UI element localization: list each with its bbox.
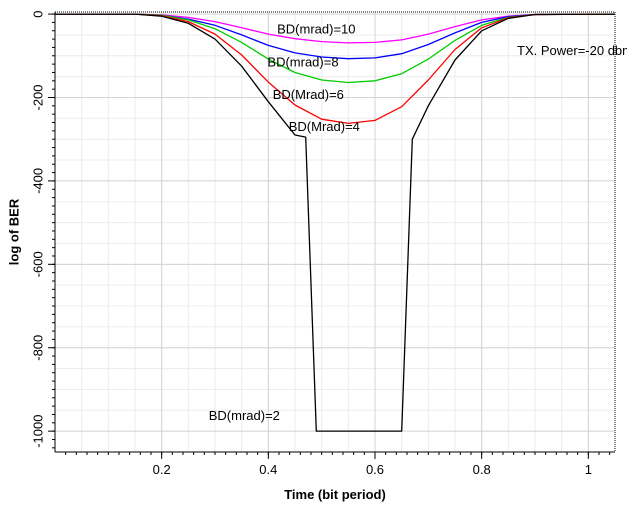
series-line-4 [55, 13, 616, 432]
annotation-label: BD(Mrad)=6 [273, 87, 344, 102]
series-group [55, 13, 616, 432]
x-tick-label: 0.2 [153, 462, 171, 477]
y-tick-label: -400 [30, 168, 45, 194]
annotation-label: BD(mrad)=2 [209, 408, 280, 423]
y-tick-label: 0 [30, 10, 45, 17]
x-tick-label: 0.6 [366, 462, 384, 477]
series-line-3 [55, 13, 616, 125]
annotation-label: TX. Power=-20 dbm [517, 43, 627, 58]
series-line-0 [55, 13, 616, 44]
y-axis-label: log of BER [6, 198, 21, 265]
axes: 0.2 0.4 0.6 0.8 1 0 -200 -400 -600 -800 -1000 [30, 10, 615, 477]
y-tick-label: -1000 [30, 415, 45, 448]
y-tick-label: -800 [30, 335, 45, 361]
x-tick-label: 0.8 [473, 462, 491, 477]
x-axis-label: Time (bit period) [284, 487, 386, 502]
series-line-1 [55, 13, 616, 60]
annotations: TX. Power=-20 dbm BD(mrad)=10 BD(mrad)=8 BD… [209, 21, 627, 423]
series-line-2 [55, 13, 616, 84]
annotation-label: BD(mrad)=10 [277, 21, 355, 36]
x-tick-label: 1 [585, 462, 592, 477]
y-tick-label: -200 [30, 84, 45, 110]
plot-frame [55, 11, 616, 452]
x-tick-label: 0.4 [259, 462, 277, 477]
major-gridlines [55, 12, 615, 452]
annotation-label: BD(Mrad)=4 [289, 119, 360, 134]
annotation-label: BD(mrad)=8 [267, 55, 338, 70]
y-tick-label: -600 [30, 251, 45, 277]
